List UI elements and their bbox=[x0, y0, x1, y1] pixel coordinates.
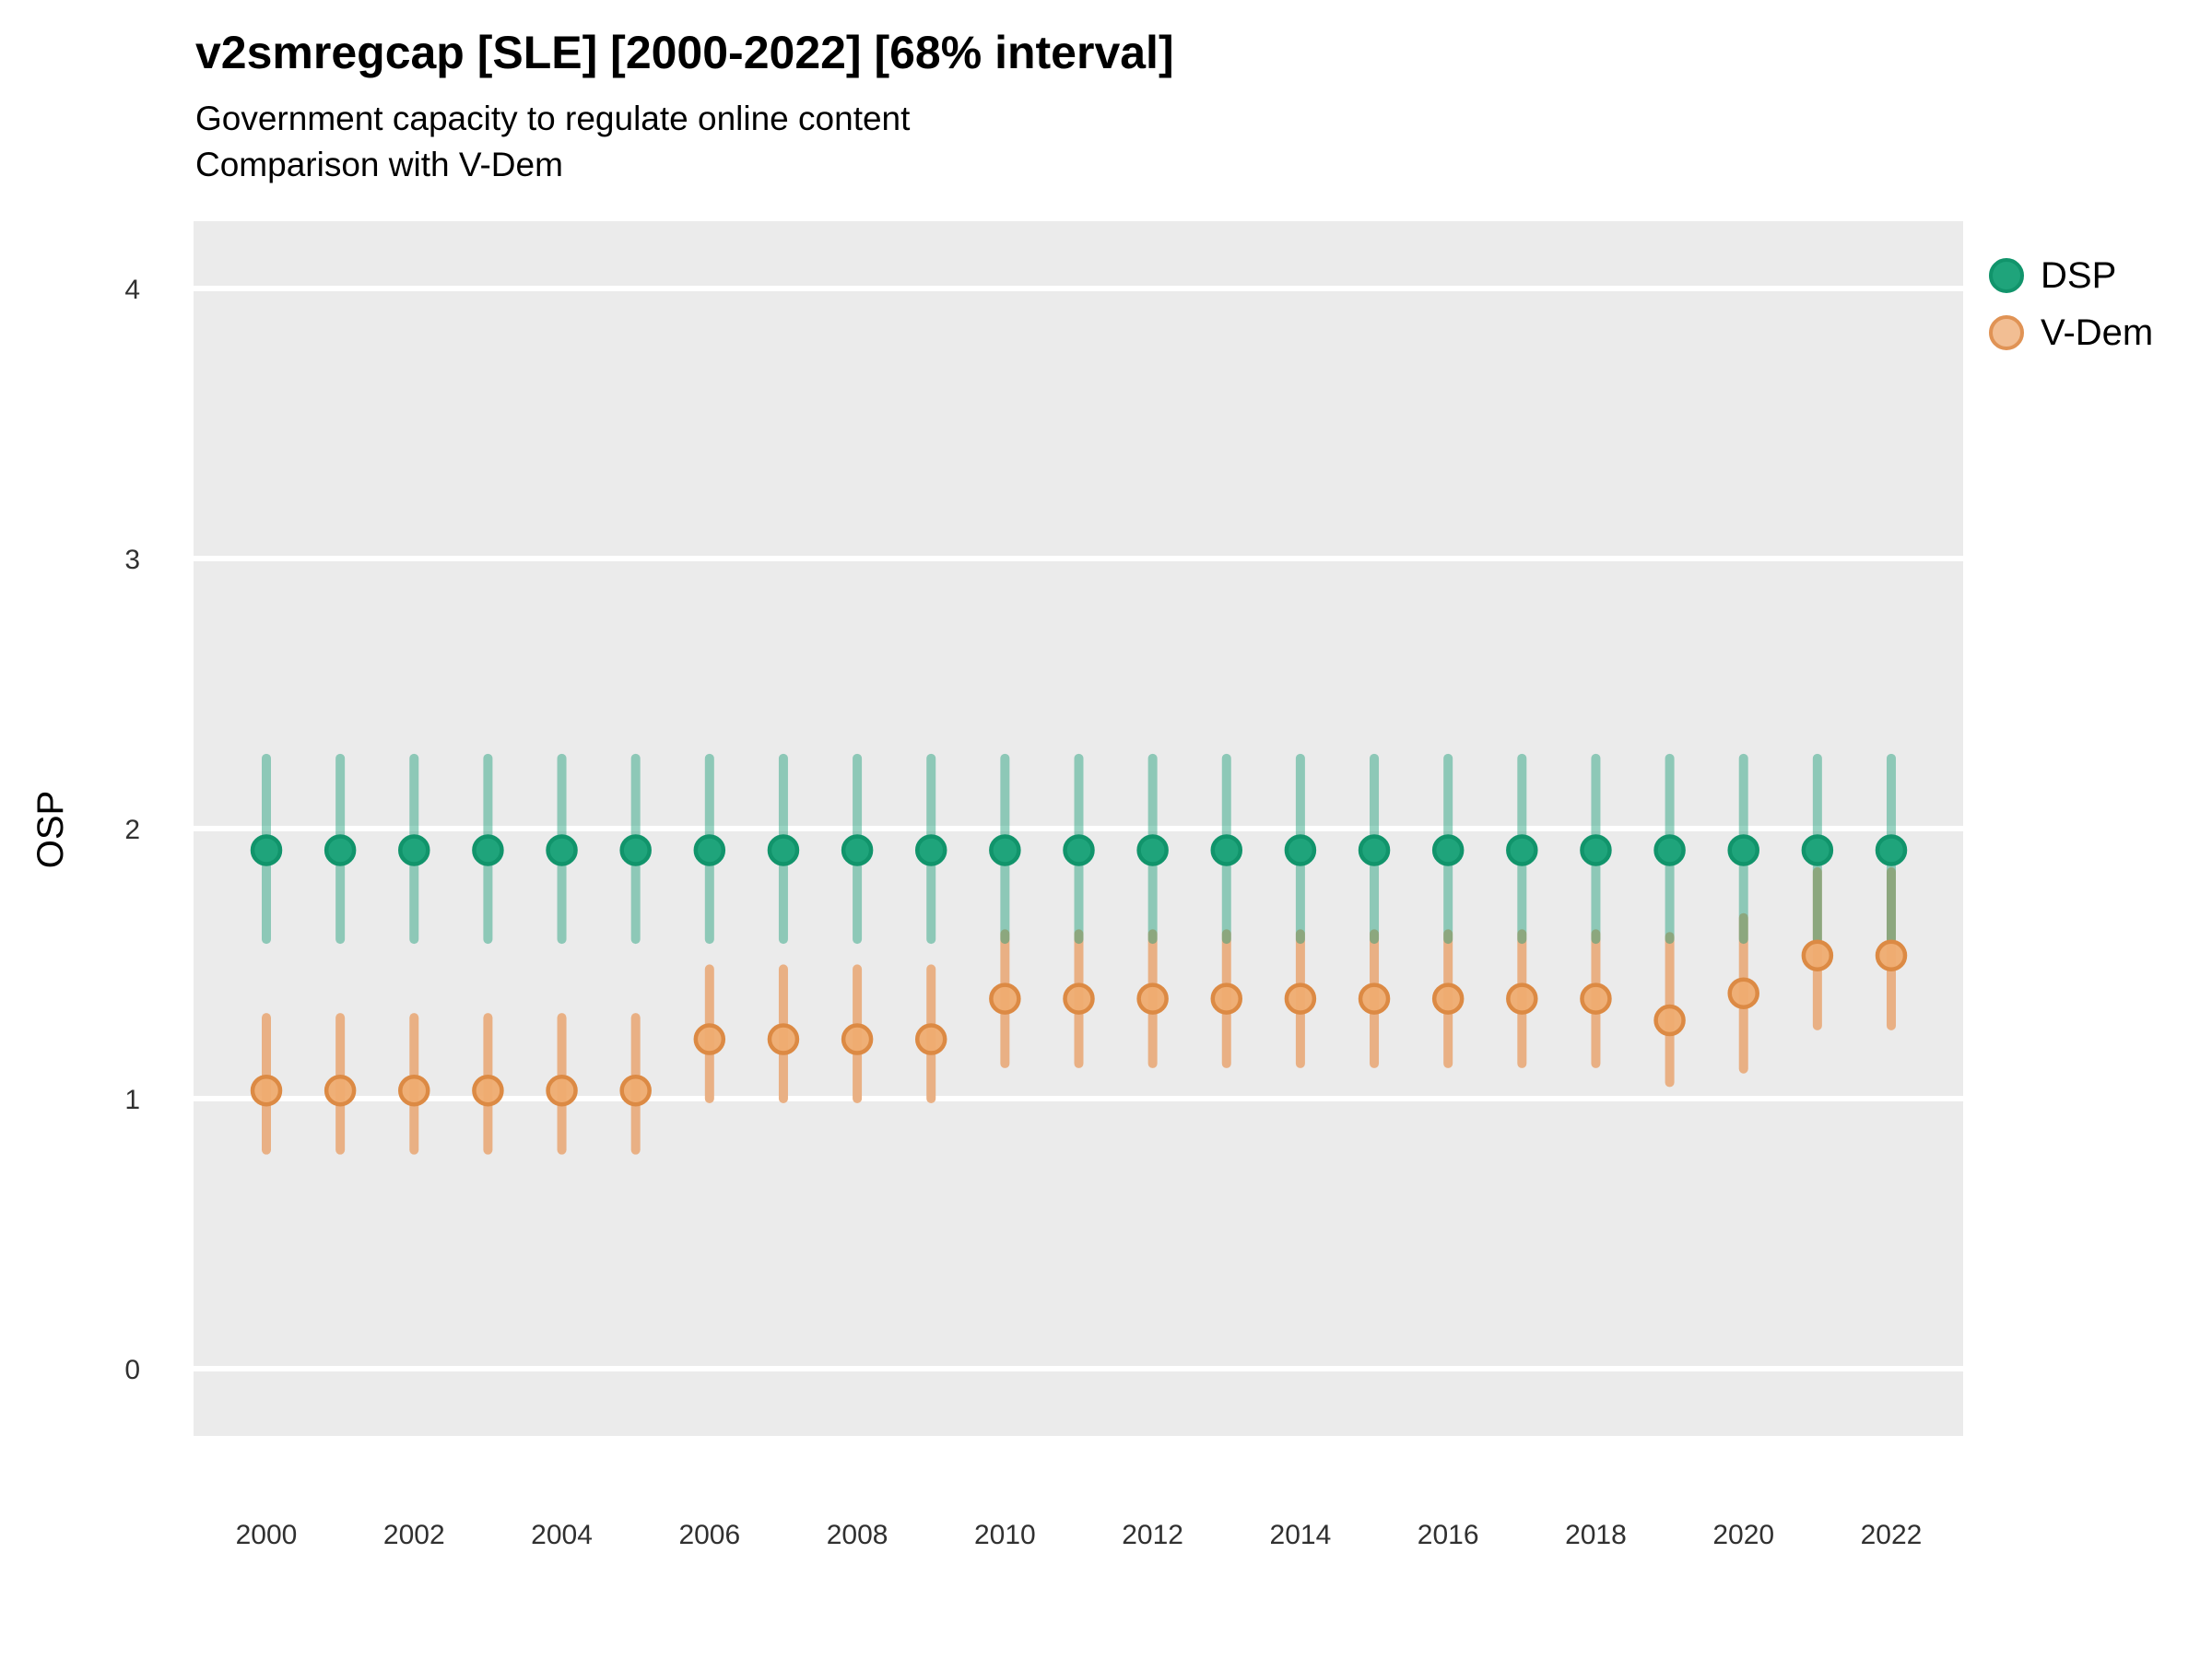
vdem-point-2014 bbox=[1284, 982, 1317, 1015]
vdem-point-2012 bbox=[1136, 982, 1169, 1015]
legend-swatch-icon bbox=[1989, 258, 2024, 293]
y-tick-label: 1 bbox=[124, 1085, 140, 1115]
dsp-point-2009 bbox=[914, 834, 947, 866]
vdem-point-2013 bbox=[1210, 982, 1243, 1015]
vdem-point-2017 bbox=[1506, 982, 1538, 1015]
y-tick-label: 4 bbox=[124, 275, 140, 305]
vdem-point-2001 bbox=[324, 1074, 357, 1107]
dsp-point-2001 bbox=[324, 834, 357, 866]
x-tick-label: 2014 bbox=[1270, 1520, 1332, 1550]
dsp-point-2000 bbox=[250, 834, 283, 866]
dsp-point-2014 bbox=[1284, 834, 1317, 866]
vdem-point-2010 bbox=[989, 982, 1021, 1015]
legend-label: V-Dem bbox=[2041, 312, 2154, 353]
vdem-point-2020 bbox=[1727, 977, 1759, 1009]
chart-subtitle-1: Government capacity to regulate online c… bbox=[195, 100, 911, 137]
dsp-point-2012 bbox=[1136, 834, 1169, 866]
x-tick-label: 2022 bbox=[1861, 1520, 1923, 1550]
dsp-point-2007 bbox=[767, 834, 800, 866]
y-tick-label: 3 bbox=[124, 545, 140, 575]
vdem-point-2015 bbox=[1358, 982, 1391, 1015]
legend-label: DSP bbox=[2041, 254, 2117, 296]
x-tick-label: 2016 bbox=[1418, 1520, 1479, 1550]
vdem-point-2002 bbox=[398, 1074, 430, 1107]
dsp-point-2019 bbox=[1653, 834, 1686, 866]
dsp-point-2011 bbox=[1063, 834, 1095, 866]
x-tick-label: 2008 bbox=[827, 1520, 888, 1550]
dsp-point-2005 bbox=[619, 834, 652, 866]
x-tick-label: 2020 bbox=[1712, 1520, 1774, 1550]
dsp-point-2008 bbox=[841, 834, 874, 866]
dsp-point-2021 bbox=[1801, 834, 1834, 866]
legend-item-v-dem: V-Dem bbox=[1989, 304, 2153, 361]
x-tick-label: 2018 bbox=[1565, 1520, 1627, 1550]
vdem-point-2006 bbox=[693, 1023, 726, 1055]
x-tick-label: 2010 bbox=[974, 1520, 1036, 1550]
legend-swatch-icon bbox=[1989, 315, 2024, 350]
dsp-point-2020 bbox=[1727, 834, 1759, 866]
dsp-point-2022 bbox=[1875, 834, 1908, 866]
vdem-point-2007 bbox=[767, 1023, 800, 1055]
vdem-point-2005 bbox=[619, 1074, 652, 1107]
y-axis-title: OSP bbox=[30, 790, 71, 869]
vdem-point-2000 bbox=[250, 1074, 283, 1107]
dsp-point-2016 bbox=[1431, 834, 1465, 866]
vdem-point-2019 bbox=[1653, 1004, 1686, 1037]
dsp-point-2017 bbox=[1506, 834, 1538, 866]
vdem-point-2016 bbox=[1431, 982, 1465, 1015]
chart-title: v2smregcap [SLE] [2000-2022] [68% interv… bbox=[195, 27, 1174, 78]
vdem-point-2008 bbox=[841, 1023, 874, 1055]
x-tick-label: 2012 bbox=[1122, 1520, 1183, 1550]
dsp-point-2004 bbox=[546, 834, 578, 866]
dsp-point-2015 bbox=[1358, 834, 1391, 866]
legend: DSP V-Dem bbox=[1989, 247, 2153, 361]
x-tick-label: 2000 bbox=[236, 1520, 298, 1550]
dsp-point-2003 bbox=[472, 834, 504, 866]
dsp-point-2006 bbox=[693, 834, 726, 866]
y-tick-label: 0 bbox=[124, 1355, 140, 1385]
vdem-point-2021 bbox=[1801, 939, 1834, 971]
vdem-point-2011 bbox=[1063, 982, 1095, 1015]
chart-subtitle-2: Comparison with V-Dem bbox=[195, 146, 563, 183]
dsp-point-2013 bbox=[1210, 834, 1243, 866]
y-tick-label: 2 bbox=[124, 815, 140, 845]
dsp-point-2018 bbox=[1580, 834, 1612, 866]
vdem-point-2022 bbox=[1875, 939, 1908, 971]
legend-item-dsp: DSP bbox=[1989, 247, 2153, 304]
dsp-point-2002 bbox=[398, 834, 430, 866]
x-tick-label: 2004 bbox=[531, 1520, 593, 1550]
dsp-point-2010 bbox=[989, 834, 1021, 866]
vdem-point-2009 bbox=[914, 1023, 947, 1055]
x-tick-label: 2006 bbox=[678, 1520, 740, 1550]
vdem-point-2003 bbox=[472, 1074, 504, 1107]
x-tick-label: 2002 bbox=[383, 1520, 445, 1550]
vdem-point-2018 bbox=[1580, 982, 1612, 1015]
vdem-point-2004 bbox=[546, 1074, 578, 1107]
